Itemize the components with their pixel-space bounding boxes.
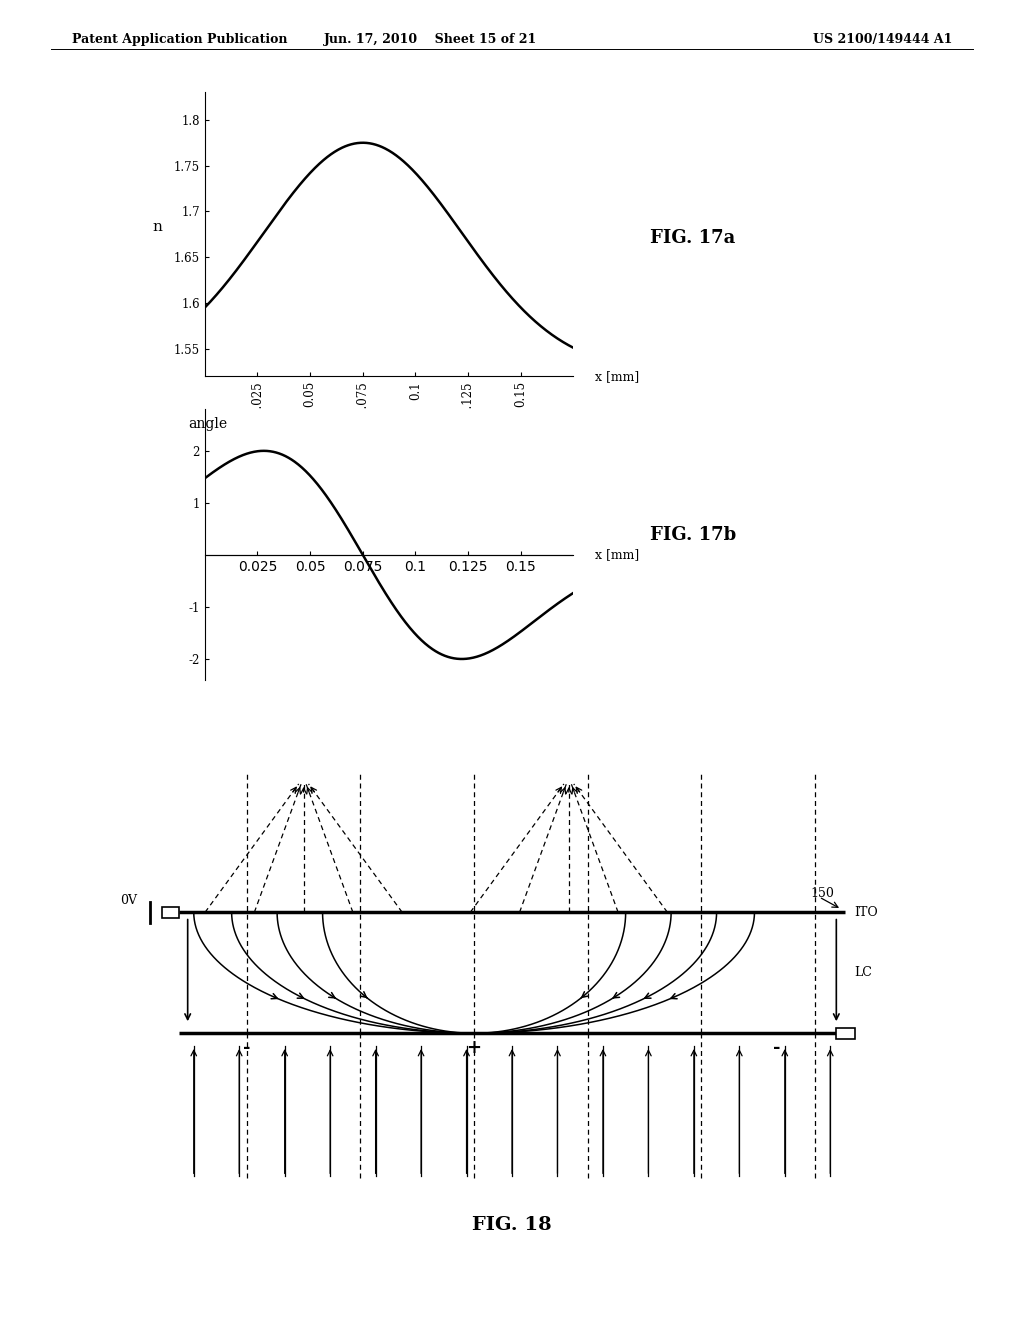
Text: -: - (243, 1039, 251, 1057)
Text: ITO: ITO (854, 906, 879, 919)
Text: FIG. 17a: FIG. 17a (650, 228, 735, 247)
Bar (162, 907, 178, 917)
Text: US 2100/149444 A1: US 2100/149444 A1 (813, 33, 952, 46)
Text: x [mm]: x [mm] (595, 548, 639, 561)
Text: +: + (467, 1039, 481, 1057)
Y-axis label: n: n (153, 220, 162, 235)
Text: Jun. 17, 2010    Sheet 15 of 21: Jun. 17, 2010 Sheet 15 of 21 (324, 33, 537, 46)
Text: FIG. 17b: FIG. 17b (650, 525, 736, 544)
Text: angle: angle (188, 417, 227, 432)
Bar (837, 1028, 854, 1039)
Text: LC: LC (854, 966, 872, 979)
Text: Patent Application Publication: Patent Application Publication (72, 33, 287, 46)
Text: -: - (773, 1039, 781, 1057)
Text: FIG. 18: FIG. 18 (472, 1216, 552, 1234)
Text: 0V: 0V (120, 894, 137, 907)
Text: 150: 150 (810, 887, 834, 900)
Text: x [mm]: x [mm] (595, 370, 639, 383)
